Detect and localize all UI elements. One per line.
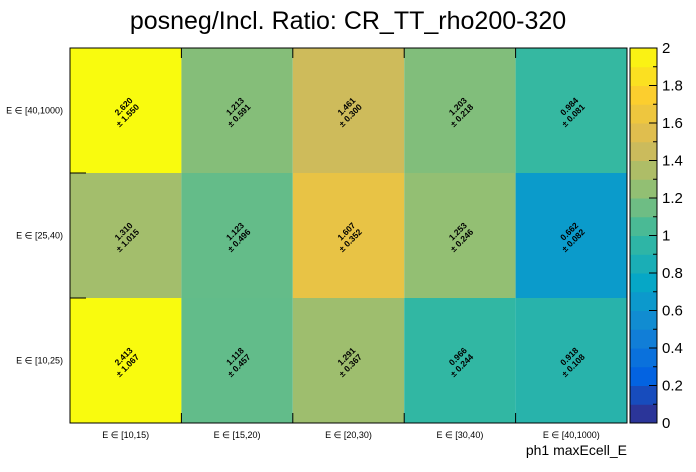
color-scale-band: [630, 404, 657, 424]
heatmap-cell: [181, 173, 293, 298]
color-scale-band: [630, 179, 657, 199]
y-tick-labels: E ∈ [10,25) E ∈ [25,40) E ∈ [40,1000): [6, 106, 63, 366]
heatmap-cell: [292, 173, 405, 298]
x-tick-label: E ∈ [40,1000): [543, 430, 600, 440]
color-scale-tick-label: 1.2: [662, 190, 683, 207]
heatmap-cell: [292, 48, 405, 173]
heatmap-cell: [70, 173, 182, 298]
color-scale-tick-label: 0.2: [662, 378, 683, 395]
heatmap-cell: [515, 48, 627, 173]
color-scale-band: [630, 141, 657, 161]
color-scale-band: [630, 216, 657, 236]
color-scale-tick-label: 1.6: [662, 115, 683, 132]
y-tick-label: E ∈ [10,25): [16, 356, 63, 366]
color-scale-band: [630, 329, 657, 349]
heatmap-cell: [404, 298, 516, 423]
heatmap-cell: [181, 48, 293, 173]
color-scale-band: [630, 104, 657, 124]
heatmap-cell: [515, 298, 627, 423]
heatmap-cell: [70, 48, 182, 173]
color-scale-band: [630, 198, 657, 218]
color-scale-tick-label: 1.8: [662, 78, 683, 95]
heatmap-cells: 2.413± 1.067 1.118± 0.457 1.291± 0.367 0.96…: [70, 48, 627, 423]
y-tick-label: E ∈ [25,40): [16, 231, 63, 241]
heatmap-cell: [404, 173, 516, 298]
color-scale-band: [630, 160, 657, 180]
color-scale-tick-label: 2: [662, 40, 670, 57]
y-tick-label: E ∈ [40,1000): [6, 106, 63, 116]
color-scale-band: [630, 235, 657, 255]
x-tick-labels: E ∈ [10,15) E ∈ [15,20) E ∈ [20,30) E ∈ [30…: [102, 430, 599, 440]
color-scale-tick-label: 0: [662, 415, 670, 432]
plot-border: [69, 47, 628, 424]
color-scale-band: [630, 66, 657, 86]
x-tick-label: E ∈ [20,30): [325, 430, 372, 440]
heatmap-cell: [404, 48, 516, 173]
color-scale-band: [630, 348, 657, 368]
color-scale-band: [630, 123, 657, 143]
color-scale-tick-label: 0.6: [662, 303, 683, 320]
color-scale-tick-label: 1.4: [662, 153, 683, 170]
x-axis-title: ph1 maxEcell_E: [526, 442, 627, 458]
chart-title: posneg/Incl. Ratio: CR_TT_rho200-320: [130, 7, 566, 35]
heatmap-cell: [292, 298, 405, 423]
color-scale-band: [630, 366, 657, 386]
x-tick-label: E ∈ [10,15): [102, 430, 149, 440]
color-scale-band: [630, 310, 657, 330]
color-scale-band: [630, 385, 657, 405]
color-scale-band: [630, 48, 657, 68]
heatmap-cell: [515, 173, 627, 298]
plot-frame: [69, 47, 628, 424]
heatmap-cell: [70, 298, 182, 423]
color-scale-tick-label: 1: [662, 228, 670, 245]
x-tick-label: E ∈ [15,20): [214, 430, 261, 440]
x-tick-label: E ∈ [30,40): [436, 430, 483, 440]
color-scale-band: [630, 291, 657, 311]
heatmap-cell: [181, 298, 293, 423]
color-scale-tick-label: 0.8: [662, 265, 683, 282]
color-scale-tick-labels: 0 0.2 0.4 0.6 0.8 1 1.2 1.4 1.6 1.8 2: [649, 40, 683, 432]
color-scale-band: [630, 254, 657, 274]
color-scale-tick-label: 0.4: [662, 340, 683, 357]
color-scale-band: [630, 85, 657, 105]
color-scale-bar: [629, 47, 658, 424]
color-scale-band: [630, 273, 657, 293]
